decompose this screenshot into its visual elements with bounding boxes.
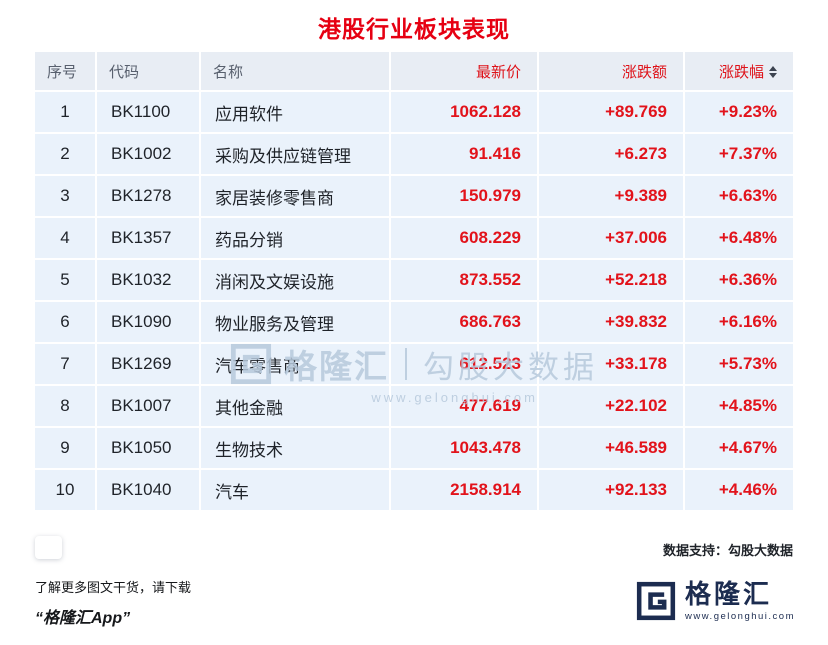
sort-icon[interactable] xyxy=(769,65,777,78)
cell-no: 4 xyxy=(35,218,97,260)
cell-price: 608.229 xyxy=(391,218,539,260)
decoration-box xyxy=(35,536,62,559)
promo-app-name: “格隆汇App” xyxy=(35,610,131,627)
cell-price: 686.763 xyxy=(391,302,539,344)
cell-price: 873.552 xyxy=(391,260,539,302)
cell-no: 9 xyxy=(35,428,97,470)
table-row: 9 BK1050 生物技术 1043.478 +46.589 +4.67% xyxy=(35,428,793,470)
cell-name: 消闲及文娱设施 xyxy=(201,260,391,302)
cell-no: 10 xyxy=(35,470,97,512)
cell-pct: +7.37% xyxy=(685,134,793,176)
cell-name: 家居装修零售商 xyxy=(201,176,391,218)
cell-price: 150.979 xyxy=(391,176,539,218)
promo-block: 了解更多图文干货，请下载 “格隆汇App” xyxy=(35,577,191,628)
cell-no: 5 xyxy=(35,260,97,302)
data-support-note: 数据支持：勾股大数据 xyxy=(662,543,793,558)
cell-no: 1 xyxy=(35,92,97,134)
cell-name: 采购及供应链管理 xyxy=(201,134,391,176)
gelonghui-logo-icon xyxy=(636,581,676,621)
cell-change: +89.769 xyxy=(539,92,685,134)
cell-change: +6.273 xyxy=(539,134,685,176)
cell-code: BK1090 xyxy=(97,302,201,344)
table-row: 10 BK1040 汽车 2158.914 +92.133 +4.46% xyxy=(35,470,793,512)
table-row: 4 BK1357 药品分销 608.229 +37.006 +6.48% xyxy=(35,218,793,260)
table-row: 8 BK1007 其他金融 477.619 +22.102 +4.85% xyxy=(35,386,793,428)
cell-pct: +6.63% xyxy=(685,176,793,218)
cell-change: +9.389 xyxy=(539,176,685,218)
cell-change: +39.832 xyxy=(539,302,685,344)
cell-code: BK1040 xyxy=(97,470,201,512)
cell-code: BK1269 xyxy=(97,344,201,386)
sector-table: 序号 代码 名称 最新价 涨跌额 涨跌幅 1 BK1100 应用软件 1062.128… xyxy=(35,52,793,512)
table-body: 1 BK1100 应用软件 1062.128 +89.769 +9.23% 2 BK1002 采… xyxy=(35,92,793,512)
sector-performance-table: 序号 代码 名称 最新价 涨跌额 涨跌幅 1 BK1100 应用软件 1062.128… xyxy=(35,52,793,512)
cell-code: BK1278 xyxy=(97,176,201,218)
cell-name: 汽车 xyxy=(201,470,391,512)
table-row: 1 BK1100 应用软件 1062.128 +89.769 +9.23% xyxy=(35,92,793,134)
table-row: 2 BK1002 采购及供应链管理 91.416 +6.273 +7.37% xyxy=(35,134,793,176)
cell-change: +46.589 xyxy=(539,428,685,470)
cell-price: 1043.478 xyxy=(391,428,539,470)
header-code: 代码 xyxy=(97,52,201,92)
cell-code: BK1002 xyxy=(97,134,201,176)
gelonghui-logo: 格隆汇 www.gelonghui.com xyxy=(636,580,795,622)
table-row: 3 BK1278 家居装修零售商 150.979 +9.389 +6.63% xyxy=(35,176,793,218)
page-title: 港股行业板块表现 xyxy=(318,16,510,42)
header-pct-sort[interactable]: 涨跌幅 xyxy=(685,52,793,92)
cell-price: 1062.128 xyxy=(391,92,539,134)
cell-price: 477.619 xyxy=(391,386,539,428)
cell-name: 汽车零售商 xyxy=(201,344,391,386)
header-row: 序号 代码 名称 最新价 涨跌额 涨跌幅 xyxy=(35,52,793,92)
header-change: 涨跌额 xyxy=(539,52,685,92)
cell-name: 生物技术 xyxy=(201,428,391,470)
cell-change: +52.218 xyxy=(539,260,685,302)
cell-pct: +6.16% xyxy=(685,302,793,344)
cell-no: 2 xyxy=(35,134,97,176)
cell-change: +92.133 xyxy=(539,470,685,512)
cell-no: 7 xyxy=(35,344,97,386)
cell-pct: +6.36% xyxy=(685,260,793,302)
cell-no: 8 xyxy=(35,386,97,428)
gelonghui-logo-text: 格隆汇 xyxy=(685,579,773,609)
cell-price: 2158.914 xyxy=(391,470,539,512)
cell-price: 91.416 xyxy=(391,134,539,176)
cell-pct: +6.48% xyxy=(685,218,793,260)
table-row: 5 BK1032 消闲及文娱设施 873.552 +52.218 +6.36% xyxy=(35,260,793,302)
cell-name: 应用软件 xyxy=(201,92,391,134)
cell-code: BK1032 xyxy=(97,260,201,302)
header-name: 名称 xyxy=(201,52,391,92)
cell-change: +22.102 xyxy=(539,386,685,428)
gelonghui-logo-textblock: 格隆汇 www.gelonghui.com xyxy=(685,580,795,622)
header-price: 最新价 xyxy=(391,52,539,92)
cell-code: BK1100 xyxy=(97,92,201,134)
gelonghui-logo-url: www.gelonghui.com xyxy=(685,610,795,622)
cell-price: 612.523 xyxy=(391,344,539,386)
cell-name: 药品分销 xyxy=(201,218,391,260)
cell-pct: +4.85% xyxy=(685,386,793,428)
cell-code: BK1357 xyxy=(97,218,201,260)
cell-no: 6 xyxy=(35,302,97,344)
header-no: 序号 xyxy=(35,52,97,92)
cell-pct: +4.67% xyxy=(685,428,793,470)
table-row: 7 BK1269 汽车零售商 612.523 +33.178 +5.73% xyxy=(35,344,793,386)
table-row: 6 BK1090 物业服务及管理 686.763 +39.832 +6.16% xyxy=(35,302,793,344)
cell-name: 物业服务及管理 xyxy=(201,302,391,344)
cell-pct: +4.46% xyxy=(685,470,793,512)
cell-no: 3 xyxy=(35,176,97,218)
cell-pct: +9.23% xyxy=(685,92,793,134)
cell-change: +33.178 xyxy=(539,344,685,386)
cell-code: BK1050 xyxy=(97,428,201,470)
cell-name: 其他金融 xyxy=(201,386,391,428)
cell-pct: +5.73% xyxy=(685,344,793,386)
promo-text: 了解更多图文干货，请下载 xyxy=(35,580,192,595)
cell-code: BK1007 xyxy=(97,386,201,428)
table-header: 序号 代码 名称 最新价 涨跌额 涨跌幅 xyxy=(35,52,793,92)
header-pct-label: 涨跌幅 xyxy=(718,63,764,81)
cell-change: +37.006 xyxy=(539,218,685,260)
